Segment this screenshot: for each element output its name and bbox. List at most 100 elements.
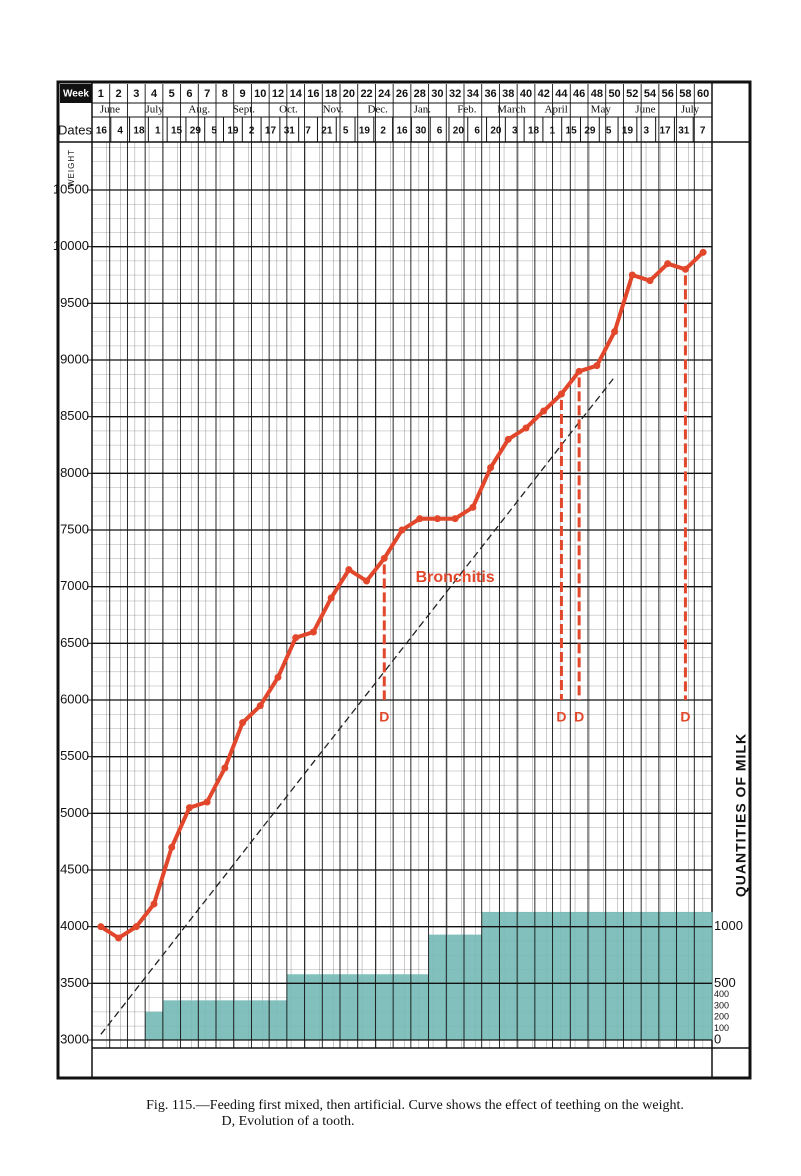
y-tick-label: 10500	[53, 181, 89, 196]
dates-label: Dates	[58, 122, 92, 137]
date-label: 16	[96, 126, 108, 137]
milk-area	[570, 911, 589, 1040]
date-label: 17	[265, 126, 277, 137]
date-label: 7	[700, 126, 706, 137]
weight-point	[327, 594, 335, 602]
month-label: July	[145, 104, 164, 116]
x-tick-label: 50	[608, 88, 620, 100]
caption: Fig. 115.—Feeding first mixed, then arti…	[146, 1098, 684, 1113]
milk-area	[464, 934, 483, 1040]
weight-point	[540, 407, 548, 415]
y-tick-label: 4000	[60, 918, 89, 933]
y-tick-label: 9000	[60, 351, 89, 366]
month-label: July	[681, 104, 700, 116]
month-label: June	[635, 104, 655, 116]
date-label: 15	[171, 126, 183, 137]
y2-axis-label: QUANTITIES OF MILK	[733, 733, 749, 897]
x-tick-label: 2	[116, 88, 122, 100]
milk-area	[623, 911, 642, 1040]
weight-point	[681, 265, 689, 273]
y-tick-label: 10000	[53, 238, 89, 253]
weight-point	[699, 248, 707, 256]
month-label: March	[497, 104, 526, 116]
milk-area	[162, 1000, 182, 1040]
weight-point	[150, 900, 158, 908]
milk-area	[286, 974, 306, 1040]
month-label: April	[545, 104, 568, 116]
y-tick-label: 9500	[60, 295, 89, 310]
date-label: 21	[321, 126, 333, 137]
date-label: 5	[606, 126, 612, 137]
date-label: 3	[643, 126, 649, 137]
month-label: Jan.	[414, 104, 432, 116]
weight-point	[593, 362, 601, 370]
weight-point	[292, 634, 300, 642]
milk-area	[517, 911, 536, 1040]
y2-tick-label: 0	[714, 1031, 721, 1046]
milk-area	[269, 1000, 288, 1040]
weight-point	[469, 503, 477, 511]
date-label: 19	[622, 126, 634, 137]
x-tick-label: 46	[573, 88, 585, 100]
milk-area	[410, 974, 430, 1040]
y-tick-label: 5000	[60, 805, 89, 820]
weight-point	[416, 515, 424, 523]
x-tick-label: 32	[449, 88, 461, 100]
x-tick-label: 44	[555, 88, 568, 100]
milk-area	[233, 1000, 252, 1040]
weight-point	[504, 435, 512, 443]
milk-area	[658, 911, 678, 1040]
date-label: 18	[133, 126, 145, 137]
date-label: 5	[211, 126, 217, 137]
month-label: Aug.	[188, 104, 210, 116]
x-tick-label: 5	[169, 88, 175, 100]
annotation: Bronchitis	[416, 569, 495, 586]
date-label: 7	[305, 126, 311, 137]
caption: D, Evolution of a tooth.	[222, 1114, 355, 1129]
x-tick-label: 1	[98, 88, 104, 100]
date-label: 20	[490, 126, 502, 137]
weight-point	[664, 260, 672, 268]
date-label: 1	[155, 126, 161, 137]
milk-area	[499, 911, 518, 1040]
y2-tick-label: 100	[714, 1023, 729, 1033]
weight-point	[522, 424, 530, 432]
date-label: 2	[380, 126, 386, 137]
y2-tick-label: 300	[714, 1000, 729, 1010]
date-label: 6	[437, 126, 443, 137]
minor-grid	[92, 142, 712, 1048]
date-label: 20	[453, 126, 465, 137]
weight-point	[168, 843, 176, 851]
date-label: 18	[528, 126, 540, 137]
date-label: 2	[249, 126, 255, 137]
y-tick-label: 8000	[60, 465, 89, 480]
weight-point	[239, 719, 247, 727]
date-label: 30	[415, 126, 427, 137]
x-tick-label: 58	[679, 88, 691, 100]
week-label: Week	[63, 89, 89, 100]
date-label: 15	[566, 126, 578, 137]
milk-area	[428, 934, 447, 1040]
weight-point	[345, 566, 353, 574]
milk-area	[534, 911, 554, 1040]
date-label: 19	[227, 126, 239, 137]
weight-point	[132, 923, 140, 931]
date-label: 1	[550, 126, 556, 137]
date-label: 19	[359, 126, 371, 137]
weight-point	[487, 464, 495, 472]
y-tick-label: 8500	[60, 408, 89, 423]
y2-tick-label: 400	[714, 989, 729, 999]
weight-point	[611, 328, 619, 336]
week-label-box	[60, 84, 92, 103]
y2-tick-label: 500	[714, 975, 736, 990]
weight-point	[274, 673, 282, 681]
date-label: 16	[396, 126, 408, 137]
expected-line	[100, 376, 616, 1035]
x-tick-label: 26	[396, 88, 408, 100]
weight-point	[185, 804, 193, 812]
x-tick-label: 38	[502, 88, 514, 100]
weight-point	[221, 764, 229, 772]
x-tick-label: 8	[222, 88, 228, 100]
weight-point	[557, 390, 565, 398]
x-tick-label: 24	[378, 88, 391, 100]
